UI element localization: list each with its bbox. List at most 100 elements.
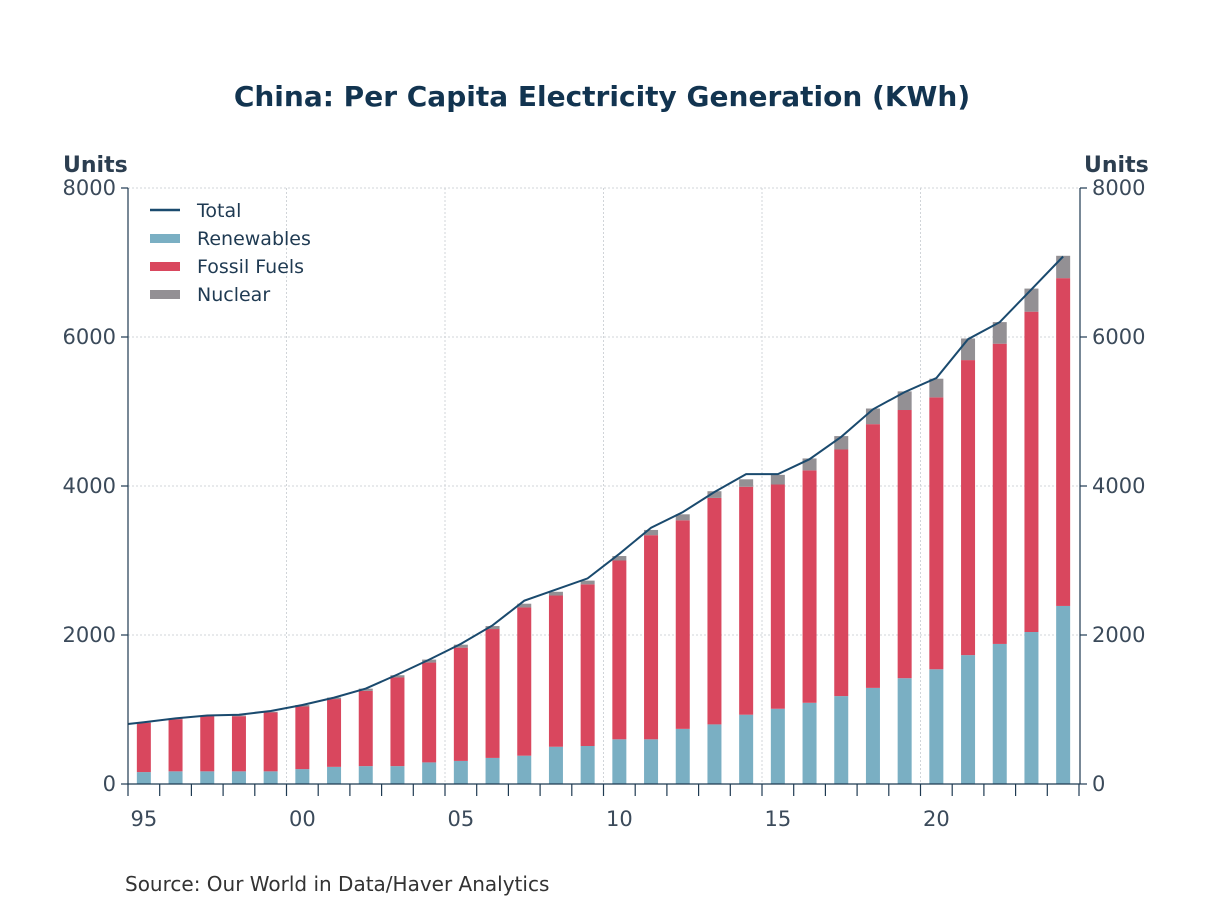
x-tick-label-10: 10 (606, 807, 633, 831)
bar-renewables-2001 (327, 766, 342, 784)
legend: Total Renewables Fossil Fuels Nuclear (150, 200, 311, 306)
bar-nuclear-2002 (358, 688, 373, 691)
bar-nuclear-2021 (961, 338, 976, 361)
bar-nuclear-2016 (802, 458, 817, 471)
bar-nuclear-2010 (612, 556, 627, 561)
legend-swatch-renewables (150, 234, 180, 243)
total-line-layer (127, 255, 1064, 726)
bar-fossil-fuels-1995 (136, 722, 151, 773)
bar-nuclear-2013 (707, 491, 722, 498)
x-tick-label-05: 05 (447, 807, 474, 831)
bar-nuclear-2008 (548, 591, 563, 596)
chart-title: China: Per Capita Electricity Generation… (234, 80, 970, 113)
right-axis-units-label: Units (1084, 153, 1149, 178)
bar-fossil-fuels-2024 (1056, 278, 1071, 606)
bar-renewables-2012 (675, 728, 690, 784)
bar-renewables-2002 (358, 766, 373, 784)
bar-nuclear-1999 (263, 711, 278, 713)
bar-renewables-2005 (453, 760, 468, 784)
bar-nuclear-2012 (675, 514, 690, 521)
bar-renewables-2007 (517, 755, 532, 784)
bar-nuclear-2009 (580, 580, 595, 585)
legend-label-renewables: Renewables (197, 228, 311, 250)
total-line (127, 255, 1064, 726)
bar-renewables-2009 (580, 746, 595, 784)
bar-fossil-fuels-2011 (644, 535, 659, 740)
y-tick-label-right: 4000 (1092, 474, 1145, 498)
bar-fossil-fuels-1996 (168, 719, 183, 772)
bar-fossil-fuels-2015 (770, 484, 785, 709)
source-note: Source: Our World in Data/Haver Analytic… (125, 872, 549, 896)
bar-fossil-fuels-2022 (992, 343, 1007, 644)
bar-renewables-2022 (992, 643, 1007, 784)
legend-swatch-fossil-fuels (150, 262, 180, 271)
bar-nuclear-2006 (485, 626, 500, 630)
bar-fossil-fuels-2016 (802, 470, 817, 703)
bar-fossil-fuels-2003 (390, 677, 405, 767)
bar-nuclear-2020 (929, 378, 944, 398)
bar-fossil-fuels-2004 (422, 662, 437, 763)
bar-fossil-fuels-2000 (295, 706, 310, 770)
y-tick-label-left: 2000 (63, 623, 116, 647)
bar-renewables-2024 (1056, 605, 1071, 784)
bar-fossil-fuels-2023 (1024, 311, 1039, 633)
bar-nuclear-2017 (834, 436, 849, 450)
bar-fossil-fuels-2006 (485, 629, 500, 758)
bar-fossil-fuels-2020 (929, 397, 944, 670)
bar-fossil-fuels-2019 (897, 410, 912, 679)
y-tick-label-right: 0 (1092, 772, 1105, 796)
left-axis-units-label: Units (63, 153, 128, 178)
bar-renewables-2008 (548, 746, 563, 784)
bar-fossil-fuels-2018 (865, 424, 880, 688)
bar-nuclear-2003 (390, 675, 405, 678)
bar-renewables-2023 (1024, 632, 1039, 784)
legend-swatch-nuclear (150, 290, 180, 299)
bar-nuclear-2004 (422, 659, 437, 663)
legend-label-total: Total (196, 200, 241, 222)
bar-renewables-2020 (929, 669, 944, 784)
bar-fossil-fuels-2012 (675, 520, 690, 729)
bar-renewables-2006 (485, 757, 500, 784)
bar-nuclear-2024 (1056, 255, 1071, 279)
bar-renewables-2014 (739, 714, 754, 784)
bar-fossil-fuels-2014 (739, 486, 754, 715)
bar-renewables-2004 (422, 762, 437, 784)
bar-nuclear-2022 (992, 322, 1007, 344)
bar-fossil-fuels-2021 (961, 360, 976, 656)
bar-fossil-fuels-2005 (453, 647, 468, 761)
y-tick-label-right: 2000 (1092, 623, 1145, 647)
bar-nuclear-2018 (865, 408, 880, 425)
bar-nuclear-2011 (644, 529, 659, 536)
y-tick-label-right: 6000 (1092, 325, 1145, 349)
bar-fossil-fuels-2013 (707, 497, 722, 725)
x-tick-label-20: 20 (923, 807, 950, 831)
bar-fossil-fuels-1998 (231, 716, 246, 772)
bar-renewables-1998 (231, 771, 246, 784)
bar-renewables-2015 (770, 708, 785, 784)
x-tick-label-15: 15 (764, 807, 791, 831)
bar-nuclear-2005 (453, 644, 468, 648)
bar-renewables-2013 (707, 724, 722, 784)
legend-label-fossil-fuels: Fossil Fuels (197, 256, 304, 278)
bar-fossil-fuels-2008 (548, 595, 563, 747)
bar-renewables-1996 (168, 771, 183, 784)
bar-renewables-1997 (200, 771, 215, 784)
bar-renewables-2011 (644, 739, 659, 784)
y-tick-label-left: 0 (103, 772, 116, 796)
bar-renewables-1995 (136, 772, 151, 784)
bar-renewables-2003 (390, 766, 405, 784)
bar-nuclear-2019 (897, 391, 912, 411)
y-tick-label-right: 8000 (1092, 176, 1145, 200)
bar-nuclear-2007 (517, 603, 532, 608)
y-tick-label-left: 4000 (63, 474, 116, 498)
bar-renewables-2000 (295, 769, 310, 784)
y-tick-label-left: 6000 (63, 325, 116, 349)
bar-fossil-fuels-2017 (834, 449, 849, 697)
bar-renewables-1999 (263, 771, 278, 784)
gridlines (128, 187, 1080, 784)
bar-fossil-fuels-2009 (580, 584, 595, 747)
bar-fossil-fuels-1997 (200, 716, 215, 772)
bar-nuclear-2014 (739, 479, 754, 487)
